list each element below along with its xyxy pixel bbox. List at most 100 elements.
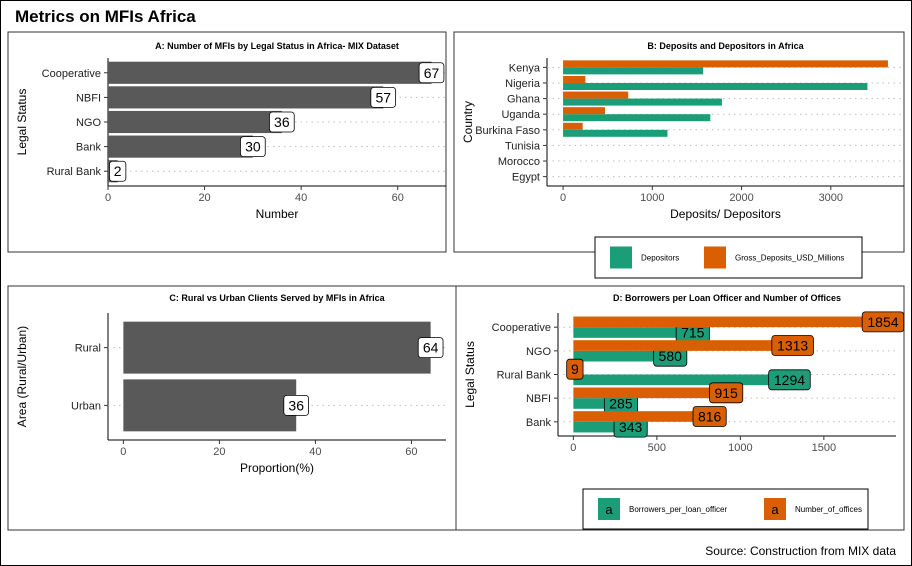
bar-series-1	[573, 327, 693, 338]
bar-series-2	[573, 387, 727, 399]
bar-series-2	[573, 340, 793, 351]
data-label-box	[240, 136, 266, 158]
data-label: 67	[424, 65, 440, 81]
bar-series-2	[563, 75, 586, 83]
x-tick-label: 0	[560, 192, 566, 204]
data-label: 1313	[777, 338, 808, 354]
x-tick-label: 20	[213, 446, 225, 458]
data-label: 36	[274, 114, 290, 130]
data-label-box	[771, 335, 814, 356]
data-label-box	[768, 369, 811, 391]
data-label: 915	[714, 385, 738, 401]
bar-series-2	[573, 316, 883, 328]
x-tick-label: 0	[120, 446, 126, 458]
bar-series-1	[573, 350, 671, 362]
data-label: 57	[375, 89, 391, 105]
panel-border	[7, 31, 447, 253]
y-axis-title: Area (Rural/Urban)	[15, 326, 29, 427]
x-tick-label: 40	[295, 192, 307, 204]
y-axis-title: Country	[461, 101, 475, 143]
x-tick-label: 40	[309, 446, 321, 458]
data-label-box	[709, 382, 744, 404]
legend-key-glyph: a	[605, 502, 613, 517]
panel-title: B: Deposits and Depositors in Africa	[647, 41, 804, 51]
bar	[108, 110, 282, 134]
data-label: 1294	[774, 372, 805, 388]
x-axis-title: Number	[256, 207, 299, 221]
x-tick-label: 2000	[729, 192, 753, 204]
category-label: Tunisia	[505, 140, 541, 152]
bar-series-1	[563, 129, 668, 137]
data-label: 36	[288, 397, 304, 413]
panels: A: Number of MFIs by Legal Status in Afr…	[7, 31, 905, 531]
x-tick-label: 0	[570, 442, 576, 454]
bar	[123, 379, 297, 432]
x-tick-label: 1000	[728, 442, 752, 454]
x-axis-title: Proportion(%)	[240, 461, 314, 475]
data-label-box	[417, 337, 444, 359]
category-label: NGO	[76, 117, 102, 129]
category-label: Urban	[71, 400, 101, 412]
legend-label: Gross_Deposits_USD_Millions	[735, 254, 844, 263]
x-tick-label: 1500	[812, 442, 836, 454]
bar-series-1	[573, 421, 631, 433]
legend-label: Depositors	[641, 254, 679, 263]
category-label: Bank	[76, 142, 102, 154]
category-label: Uganda	[501, 109, 540, 121]
legend-key	[610, 246, 632, 269]
x-tick-label: 60	[405, 446, 417, 458]
category-label: Cooperative	[492, 322, 551, 334]
category-label: Burkina Faso	[475, 125, 540, 137]
bar-series-1	[563, 114, 711, 122]
panel-title: A: Number of MFIs by Legal Status in Afr…	[155, 41, 399, 51]
data-label: 580	[659, 348, 683, 364]
bar	[108, 61, 432, 84]
panel-border	[455, 285, 905, 531]
x-tick-label: 60	[392, 192, 404, 204]
data-label: 285	[609, 395, 633, 411]
y-axis-title: Legal Status	[463, 341, 477, 408]
legend-key	[764, 498, 786, 520]
legend-label: Borrowers_per_loan_officer	[629, 505, 727, 514]
data-label: 9	[571, 361, 579, 377]
data-label: 343	[619, 419, 643, 435]
legend-frame	[582, 488, 869, 530]
x-axis-title: Deposits/ Depositors	[670, 207, 781, 221]
figure-title: Metrics on MFIs Africa	[15, 7, 196, 26]
bar-series-1	[563, 98, 722, 106]
bar	[123, 321, 431, 374]
x-tick-label: 1000	[640, 192, 664, 204]
category-label: Nigeria	[505, 78, 541, 90]
category-label: NBFI	[76, 92, 101, 104]
bar-series-1	[573, 398, 621, 409]
legend-frame	[594, 236, 863, 279]
bar-series-2	[563, 122, 583, 130]
bar-series-2	[563, 91, 629, 99]
legend-key	[598, 498, 620, 520]
data-label: 30	[245, 139, 261, 155]
category-label: Rural	[75, 343, 101, 355]
data-label-box	[269, 111, 295, 133]
data-label: 64	[423, 340, 439, 356]
legend-key-glyph: a	[771, 502, 779, 517]
bar-series-2	[563, 107, 606, 115]
bar-series-2	[573, 411, 710, 422]
data-label: 715	[681, 325, 705, 341]
category-label: Rural Bank	[497, 370, 552, 382]
category-label: Rural Bank	[47, 166, 102, 178]
data-label-box	[692, 406, 727, 427]
data-label-box	[283, 394, 310, 416]
data-label-box	[861, 311, 905, 333]
category-label: Morocco	[498, 156, 540, 168]
category-label: Kenya	[509, 62, 541, 74]
category-label: NGO	[526, 346, 552, 358]
bar-series-2	[563, 60, 888, 68]
data-label: 1854	[867, 314, 898, 330]
x-tick-label: 0	[105, 192, 111, 204]
legend-key	[704, 246, 726, 269]
y-axis-title: Legal Status	[15, 89, 29, 156]
category-label: Egypt	[512, 172, 540, 184]
data-label-box	[566, 358, 584, 380]
x-tick-label: 20	[198, 192, 210, 204]
